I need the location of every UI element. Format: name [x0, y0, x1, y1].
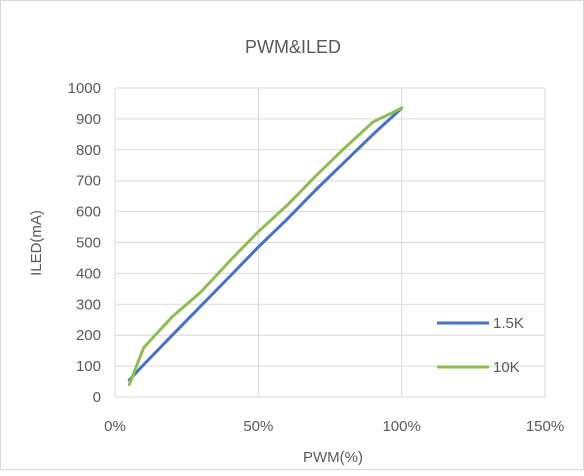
y-tick-label: 300 [76, 296, 101, 313]
x-tick-label: 100% [382, 418, 420, 435]
x-tick-label: 150% [526, 418, 564, 435]
axis-layer: 0 100 200 300 400 500 600 700 800 900 1000 0% 50% 100… [68, 80, 565, 435]
y-tick-label: 1000 [68, 80, 101, 97]
y-tick-label: 0 [93, 389, 101, 406]
y-tick-label: 600 [76, 204, 101, 221]
y-tick-label: 500 [76, 235, 101, 252]
y-tick-label: 900 [76, 111, 101, 128]
x-axis-title: PWM(%) [303, 449, 363, 466]
y-tick-label: 100 [76, 358, 101, 375]
series-line-1-5k [129, 108, 401, 380]
x-tick-label: 50% [243, 418, 273, 435]
legend: 1.5K 10K [437, 315, 524, 376]
x-tick-label: 0% [104, 418, 126, 435]
y-axis-title: ILED(mA) [28, 210, 45, 276]
y-tick-label: 400 [76, 265, 101, 282]
grid-layer [115, 88, 545, 397]
legend-label: 10K [493, 359, 520, 376]
legend-label: 1.5K [493, 315, 524, 332]
chart-title: PWM&ILED [245, 37, 341, 57]
y-tick-label: 800 [76, 142, 101, 159]
y-tick-label: 700 [76, 173, 101, 190]
y-tick-label: 200 [76, 327, 101, 344]
